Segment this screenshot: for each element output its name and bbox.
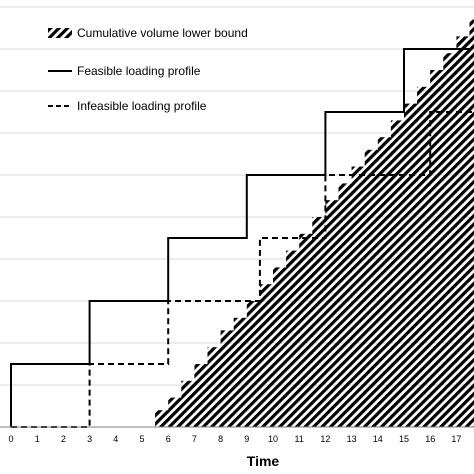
infeasible-profile-line <box>11 111 473 428</box>
x-tick-label: 1 <box>35 434 40 444</box>
x-tick-label: 14 <box>373 434 383 444</box>
x-tick-label: 6 <box>166 434 171 444</box>
x-tick-label: 0 <box>8 434 13 444</box>
cumulative-volume-area-layer <box>155 19 474 428</box>
legend-label-cumulative-volume: Cumulative volume lower bound <box>77 26 248 40</box>
x-tick-label: 15 <box>399 434 409 444</box>
cumulative-volume-step <box>377 137 392 427</box>
cumulative-volume-step <box>286 250 300 427</box>
x-tick-label: 13 <box>347 434 357 444</box>
cumulative-volume-step <box>325 200 339 427</box>
x-tick-label: 16 <box>425 434 435 444</box>
cumulative-volume-step <box>338 183 353 427</box>
x-tick-label: 8 <box>218 434 223 444</box>
x-tick-label: 9 <box>244 434 249 444</box>
legend-label-infeasible: Infeasible loading profile <box>77 99 207 113</box>
x-axis-title: Time <box>247 453 280 469</box>
x-tick-label: 11 <box>295 434 304 444</box>
cumulative-volume-step <box>168 397 182 427</box>
legend-label-feasible: Feasible loading profile <box>77 64 201 78</box>
x-tick-label: 2 <box>61 434 66 444</box>
cumulative-volume-step <box>430 70 444 427</box>
x-tick-labels: 0 1 2 3 4 5 6 7 8 9 10 11 12 13 14 15 16 17 <box>8 434 461 444</box>
cumulative-volume-step <box>181 380 195 427</box>
cumulative-volume-step <box>404 103 418 427</box>
cumulative-volume-step <box>220 330 235 427</box>
cumulative-volume-step <box>273 267 287 427</box>
x-tick-label: 17 <box>451 434 461 444</box>
legend: Cumulative volume lower bound Feasible l… <box>48 26 248 113</box>
cumulative-volume-step <box>469 19 474 427</box>
cumulative-volume-step <box>364 149 379 428</box>
cumulative-volume-step <box>312 217 326 427</box>
cumulative-volume-step <box>259 284 274 427</box>
loading-profile-lines <box>10 48 473 428</box>
cumulative-volume-step <box>443 53 457 427</box>
cumulative-volume-step <box>299 233 313 427</box>
cumulative-volume-step <box>233 317 248 427</box>
cumulative-volume-step <box>390 120 405 428</box>
x-tick-label: 12 <box>320 434 330 444</box>
x-tick-label: 10 <box>268 434 278 444</box>
cumulative-volume-step <box>417 86 431 428</box>
x-tick-label: 5 <box>139 434 144 444</box>
cumulative-volume-step <box>207 347 222 427</box>
cumulative-volume-step <box>456 36 470 428</box>
cumulative-volume-step <box>194 364 208 427</box>
x-tick-label: 4 <box>113 434 118 444</box>
x-tick-label: 7 <box>192 434 197 444</box>
cumulative-volume-step <box>246 301 261 427</box>
cumulative-volume-step <box>155 410 169 427</box>
cumulative-volume-step <box>351 166 366 427</box>
legend-swatch-cumulative-volume <box>48 28 72 38</box>
x-tick-label: 3 <box>87 434 92 444</box>
gridlines <box>0 6 474 386</box>
